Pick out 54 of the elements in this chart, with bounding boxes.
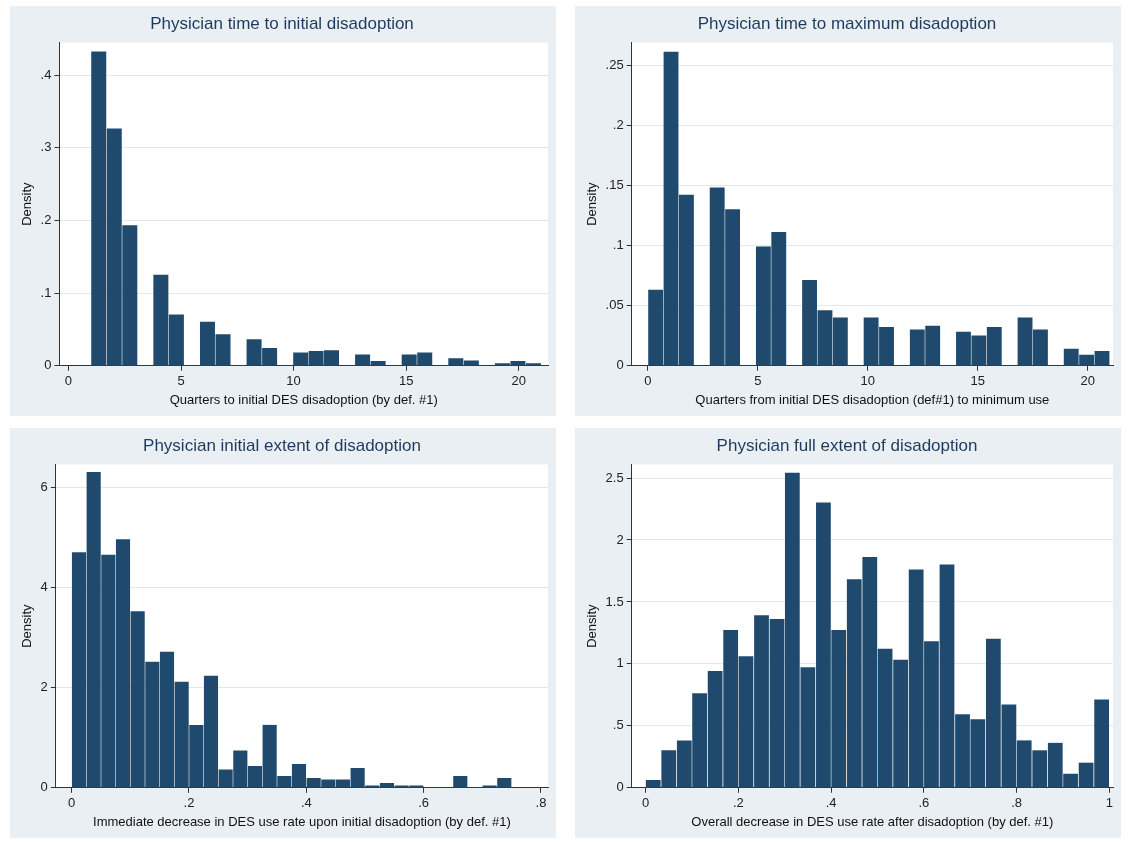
- chart-title: Physician full extent of disadoption: [716, 435, 978, 455]
- x-axis-title: Overall decrease in DES use rate after disadoption (by def. #1): [691, 813, 1054, 829]
- x-tick-label: 0: [641, 795, 650, 811]
- y-tick-label: .2: [612, 116, 624, 132]
- y-tick-label: 4: [40, 579, 48, 595]
- y-axis-title: Density: [19, 181, 35, 226]
- y-tick-label: .25: [605, 56, 624, 72]
- y-tick-label: 1: [616, 655, 624, 671]
- y-tick-label: .4: [40, 66, 52, 82]
- chart-title: Physician time to initial disadoption: [150, 13, 414, 33]
- y-axis-title: Density: [584, 181, 600, 226]
- y-tick-label: .05: [605, 297, 624, 313]
- y-tick-label: .3: [40, 139, 52, 155]
- x-tick-label: 15: [398, 373, 414, 389]
- y-tick-label: 1.5: [605, 593, 624, 609]
- x-tick-label: .6: [918, 795, 930, 811]
- x-tick-label: 20: [511, 373, 526, 389]
- x-axis-title: Quarters to initial DES disadoption (by def. #1): [169, 391, 438, 407]
- y-tick-label: 6: [40, 479, 48, 495]
- x-tick-label: 20: [1080, 373, 1095, 389]
- y-tick-label: 0: [616, 779, 624, 795]
- x-tick-label: .4: [825, 795, 837, 811]
- x-tick-label: .6: [418, 795, 430, 811]
- x-axis-title: Quarters from initial DES disadoption (def#1) to minimum use: [695, 391, 1050, 407]
- y-tick-label: 0: [44, 357, 52, 373]
- y-tick-label: .15: [605, 177, 624, 193]
- x-tick-label: 0: [644, 373, 652, 389]
- chart-title: Physician time to maximum disadoption: [697, 13, 997, 33]
- x-tick-label: 10: [860, 373, 876, 389]
- y-axis-title: Density: [19, 603, 35, 648]
- x-tick-label: 5: [177, 373, 185, 389]
- x-tick-label: 5: [754, 373, 762, 389]
- y-tick-label: 0: [616, 357, 624, 373]
- x-tick-label: 1: [1105, 795, 1113, 811]
- y-tick-label: 2: [616, 531, 624, 547]
- y-tick-label: 2: [40, 679, 48, 695]
- y-tick-label: 0: [40, 779, 48, 795]
- x-tick-label: 0: [68, 795, 76, 811]
- y-tick-label: .1: [612, 237, 624, 253]
- chart-title: Physician initial extent of disadoption: [143, 435, 421, 455]
- y-tick-label: .2: [40, 212, 52, 228]
- x-axis-title: Immediate decrease in DES use rate upon initial disadoption (by def. #1): [93, 813, 511, 829]
- x-tick-label: .2: [732, 795, 744, 811]
- y-tick-label: .1: [40, 284, 52, 300]
- x-tick-label: .2: [183, 795, 195, 811]
- y-tick-label: .5: [612, 717, 624, 733]
- x-tick-label: 10: [286, 373, 301, 389]
- x-tick-label: 0: [64, 373, 73, 389]
- y-tick-label: 2.5: [605, 469, 624, 485]
- x-tick-label: .8: [535, 795, 547, 811]
- x-tick-label: .4: [300, 795, 312, 811]
- y-axis-title: Density: [584, 603, 600, 648]
- x-tick-label: .8: [1011, 795, 1022, 811]
- x-tick-label: 15: [970, 373, 986, 389]
